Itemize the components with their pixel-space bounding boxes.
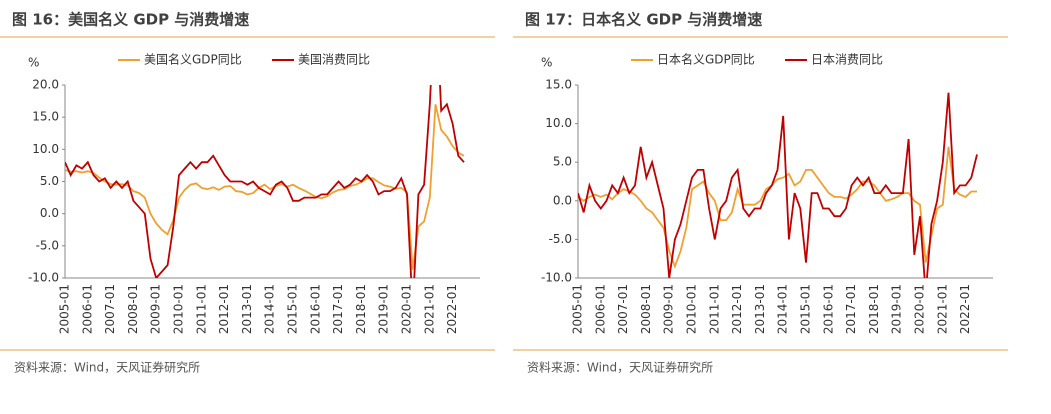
x-tick-label: 2014-01 [263, 284, 277, 334]
x-tick-label: 2008-01 [639, 284, 653, 334]
x-tick-label: 2007-01 [103, 284, 117, 334]
legend-label: 日本名义GDP同比 [657, 52, 755, 67]
series-line [578, 92, 978, 278]
x-tick-label: 2006-01 [80, 284, 94, 334]
y-tick-label: -10.0 [28, 271, 59, 285]
y-tick-label: 0.0 [40, 206, 59, 220]
y-tick-label: -5.0 [36, 238, 59, 252]
legend-label: 美国名义GDP同比 [144, 52, 242, 67]
source: 资料来源：Wind，天风证券研究所 [14, 360, 200, 375]
x-tick-label: 2007-01 [616, 284, 630, 334]
y-tick-label: 20.0 [32, 78, 59, 92]
x-tick-label: 2018-01 [354, 284, 368, 334]
y-tick-label: 5.0 [553, 155, 572, 169]
unit-label: % [541, 56, 552, 70]
x-tick-label: 2006-01 [593, 284, 607, 334]
y-tick-label: 15.0 [32, 110, 59, 124]
legend-label: 日本消费同比 [811, 53, 883, 67]
y-tick-label: 5.0 [40, 174, 59, 188]
x-tick-label: 2012-01 [730, 284, 744, 334]
x-tick-label: 2015-01 [799, 284, 813, 334]
x-tick-label: 2022-01 [958, 284, 972, 334]
x-tick-label: 2009-01 [662, 284, 676, 334]
y-tick-label: -5.0 [549, 232, 572, 246]
x-tick-label: 2010-01 [172, 284, 186, 334]
x-tick-label: 2008-01 [126, 284, 140, 334]
x-tick-label: 2017-01 [331, 284, 345, 334]
x-tick-label: 2012-01 [217, 284, 231, 334]
source: 资料来源：Wind，天风证券研究所 [527, 360, 713, 375]
x-tick-label: 2020-01 [400, 284, 414, 334]
chart-title: 图 16：美国名义 GDP 与消费增速 [12, 11, 249, 29]
x-tick-label: 2020-01 [913, 284, 927, 334]
x-tick-label: 2016-01 [821, 284, 835, 334]
y-tick-label: 10.0 [32, 142, 59, 156]
x-tick-label: 2010-01 [685, 284, 699, 334]
x-tick-label: 2022-01 [445, 284, 459, 334]
x-tick-label: 2011-01 [707, 284, 721, 334]
x-tick-label: 2014-01 [776, 284, 790, 334]
x-tick-label: 2005-01 [58, 284, 72, 334]
x-tick-label: 2017-01 [844, 284, 858, 334]
x-tick-label: 2015-01 [286, 284, 300, 334]
x-tick-label: 2013-01 [240, 284, 254, 334]
chart-title: 图 17：日本名义 GDP 与消费增速 [525, 11, 762, 29]
y-tick-label: -10.0 [541, 271, 572, 285]
x-tick-label: 2019-01 [890, 284, 904, 334]
y-tick-label: 0.0 [553, 193, 572, 207]
x-tick-label: 2013-01 [753, 284, 767, 334]
x-tick-label: 2021-01 [935, 284, 949, 334]
y-tick-label: 15.0 [545, 78, 572, 92]
x-tick-label: 2016-01 [308, 284, 322, 334]
x-tick-label: 2021-01 [422, 284, 436, 334]
legend-label: 美国消费同比 [298, 53, 370, 67]
series-line [65, 104, 465, 270]
x-tick-label: 2005-01 [571, 284, 585, 334]
x-tick-label: 2009-01 [149, 284, 163, 334]
x-tick-label: 2011-01 [194, 284, 208, 334]
y-tick-label: 10.0 [545, 116, 572, 130]
x-tick-label: 2019-01 [377, 284, 391, 334]
unit-label: % [28, 56, 39, 70]
series-line [65, 85, 465, 278]
x-tick-label: 2018-01 [867, 284, 881, 334]
